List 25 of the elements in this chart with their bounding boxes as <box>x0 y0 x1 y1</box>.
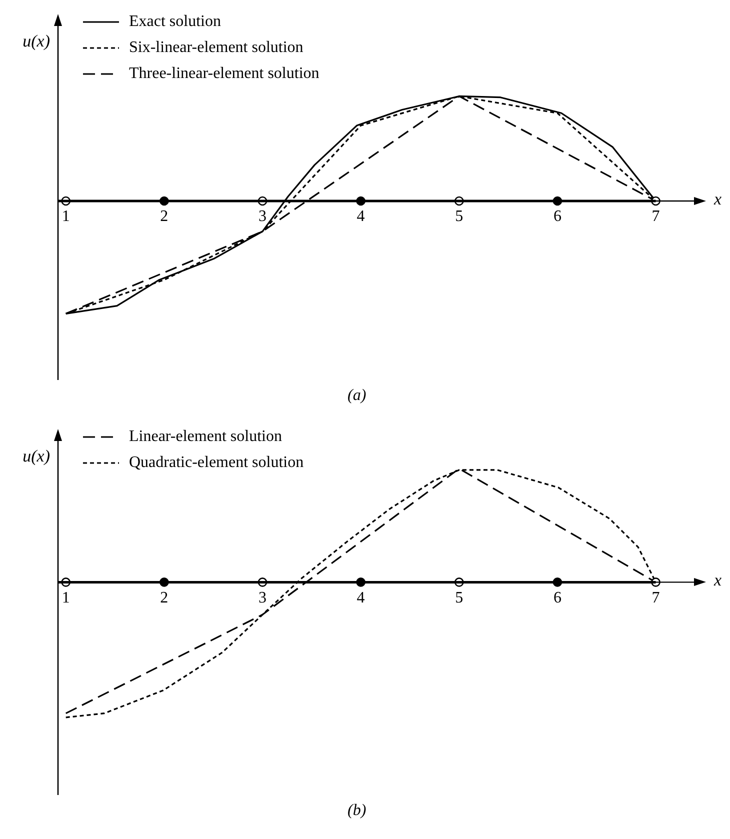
text: (b) <box>348 802 366 820</box>
x-tick-label: 2 <box>160 589 168 606</box>
legend-label: Exact solution <box>129 13 221 30</box>
legend-label: Six-linear-element solution <box>129 39 304 56</box>
x-tick-label: 2 <box>160 208 168 226</box>
x-tick-label: 3 <box>258 589 266 606</box>
x-tick-label: 3 <box>258 208 266 226</box>
y-axis-title: u(x) <box>22 31 50 50</box>
legend-label: Linear-element solution <box>129 428 282 446</box>
x-tick-label: 5 <box>455 208 464 226</box>
x-tick-label: 1 <box>62 589 70 606</box>
text: (a) <box>348 387 366 404</box>
x-tick-label: 4 <box>356 589 365 606</box>
x-tick-label: 6 <box>553 589 562 606</box>
x-tick-label: 1 <box>62 208 70 226</box>
y-axis-title: u(x) <box>22 446 50 466</box>
x-tick-label: 6 <box>553 208 562 226</box>
x-tick-label: 7 <box>652 208 660 226</box>
x-axis-title: x <box>713 570 722 590</box>
legend-label: Quadratic-element solution <box>129 454 304 472</box>
x-axis-title: x <box>713 189 722 208</box>
x-tick-label: 7 <box>652 589 660 606</box>
legend-label: Three-linear-element solution <box>129 65 320 82</box>
x-tick-label: 4 <box>356 208 365 226</box>
x-tick-label: 5 <box>455 589 464 606</box>
